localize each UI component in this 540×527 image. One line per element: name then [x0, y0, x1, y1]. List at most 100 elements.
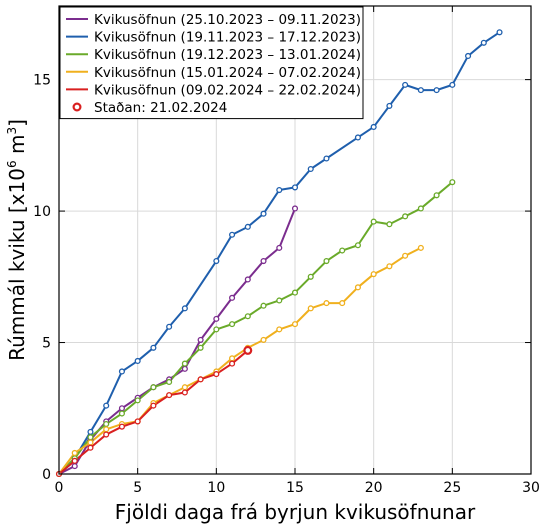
legend-label-2: Kvikusöfnun (19.11.2023 – 17.12.2023)	[94, 30, 361, 46]
series-3-point	[417, 205, 424, 212]
legend-status-marker	[72, 102, 82, 112]
series-2-point	[213, 257, 220, 265]
series-4-point	[339, 300, 346, 307]
series-2-point	[118, 368, 125, 375]
series-2-point	[386, 102, 393, 109]
tick-layer: 0 5 10 15 20 25 30 0 5 10 15	[33, 6, 540, 496]
y-tick-label: 10	[33, 204, 51, 220]
y-axis-label-main: Rúmmál kviku [x10	[5, 168, 29, 361]
series-5-point	[197, 376, 204, 383]
series-2-point	[480, 39, 487, 46]
series-4-point	[181, 384, 188, 391]
series-2-point	[465, 52, 472, 60]
legend-box	[59, 6, 364, 120]
series-1-point	[276, 244, 283, 251]
series-1-point	[213, 315, 220, 322]
series-line-3	[58, 181, 453, 475]
series-1-point	[71, 463, 78, 470]
series-3-point	[402, 213, 409, 220]
y-axis-label-exponent: 6	[5, 160, 19, 168]
x-tick-label: 10	[207, 480, 225, 496]
series-5-point	[118, 423, 125, 430]
y-axis-label: Rúmmál kviku [x106 m3]	[5, 119, 29, 361]
series-5-point	[213, 371, 220, 378]
series-3-point	[339, 247, 346, 254]
series-2-point	[244, 223, 251, 230]
x-tick-label: 5	[133, 480, 142, 496]
x-tick-label: 0	[55, 480, 64, 496]
series-4-point	[260, 336, 267, 343]
legend-label-status: Staðan: 21.02.2024	[94, 100, 227, 116]
series-2-point	[181, 305, 188, 312]
current-status-marker	[243, 345, 253, 355]
series-2-point	[229, 231, 236, 238]
series-5-point	[71, 457, 78, 464]
series-2-point	[291, 184, 299, 191]
series-3-point	[433, 192, 440, 199]
series-5-point	[150, 402, 157, 409]
series-3-point	[244, 313, 251, 320]
y-axis-label-close: ]	[5, 119, 29, 127]
x-tick-label: 30	[522, 480, 540, 496]
series-3-point	[449, 179, 456, 186]
legend: Kvikusöfnun (25.10.2023 – 09.11.2023) Kvi…	[59, 6, 364, 120]
series-2-point	[103, 402, 110, 409]
series-2-point	[417, 87, 424, 94]
series-4-point	[71, 449, 78, 457]
series-2-point	[166, 323, 173, 330]
series-3-point	[229, 321, 236, 328]
series-1-point	[260, 257, 267, 265]
series-2-point	[87, 428, 94, 435]
series-1-point	[197, 336, 204, 343]
series-3-point	[118, 410, 125, 417]
series-3-point	[307, 273, 314, 280]
series-1-point	[229, 294, 236, 301]
y-tick-label: 0	[42, 467, 51, 483]
series-1-point	[181, 365, 188, 372]
series-3-point	[150, 384, 157, 391]
series-4-point	[354, 284, 361, 291]
series-line-4	[58, 246, 422, 475]
series-2-point	[370, 123, 377, 130]
series-3-point	[291, 289, 299, 296]
points-layer	[55, 29, 503, 478]
series-4-point	[229, 355, 236, 362]
series-4-point	[323, 300, 330, 307]
series-1-point	[118, 405, 125, 412]
series-2-point	[134, 357, 141, 364]
x-tick-label: 25	[443, 480, 461, 496]
x-axis-label: Fjöldi daga frá byrjun kvikusöfnunar	[115, 500, 476, 524]
series-3-point	[276, 297, 283, 304]
legend-label-1: Kvikusöfnun (25.10.2023 – 09.11.2023)	[94, 12, 361, 28]
series-2-point	[307, 165, 314, 173]
series-4-point	[417, 244, 424, 251]
series-1-point	[244, 276, 251, 283]
series-4-point	[276, 326, 283, 333]
series-3-point	[166, 378, 173, 386]
legend-label-5: Kvikusöfnun (09.02.2024 – 22.02.2024)	[94, 82, 361, 98]
series-3-point	[134, 397, 141, 404]
series-4-point	[370, 271, 377, 278]
series-3-point	[354, 242, 361, 249]
series-3-point	[323, 257, 330, 265]
series-5-point	[181, 389, 188, 396]
x-tick-label: 20	[365, 480, 383, 496]
series-4-point	[386, 263, 393, 270]
series-3-point	[213, 326, 220, 333]
x-tick-label: 15	[286, 480, 304, 496]
series-3-point	[260, 302, 267, 309]
legend-label-3: Kvikusöfnun (19.12.2023 – 13.01.2024)	[94, 47, 361, 63]
series-2-point	[276, 186, 283, 194]
y-axis-label-unit: m	[5, 135, 29, 161]
series-5-point	[87, 444, 94, 451]
series-1-point	[291, 205, 299, 212]
y-axis-label-unit-exponent: 3	[5, 127, 19, 135]
series-4-point	[103, 426, 110, 433]
series-3-point	[386, 221, 393, 228]
series-5-point	[229, 360, 236, 367]
series-5-point	[134, 418, 141, 425]
series-2-point	[150, 344, 157, 351]
series-3-point	[370, 218, 377, 225]
legend-label-4: Kvikusöfnun (15.01.2024 – 07.02.2024)	[94, 65, 361, 81]
